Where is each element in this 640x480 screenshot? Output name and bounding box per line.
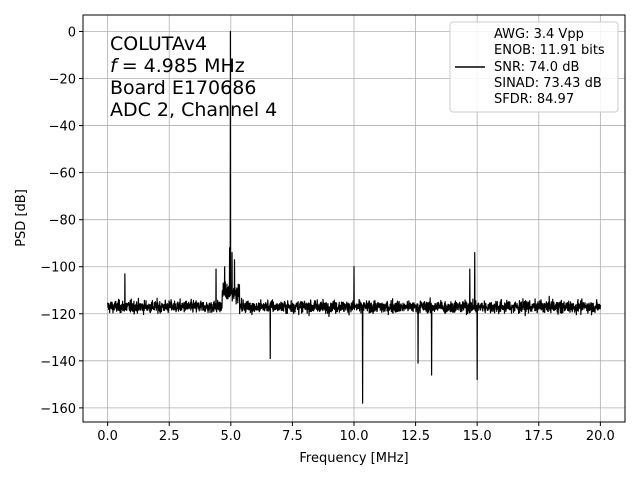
y-tick-label-7: −140 [40,355,76,370]
x-tick-label-8: 20.0 [586,429,615,444]
y-tick-label-3: −60 [49,167,76,182]
legend-sinad: SINAD: 73.43 dB [494,76,602,91]
x-tick-label-1: 2.5 [159,429,180,444]
y-tick-label-0: 0 [68,25,76,40]
legend-sfdr: SFDR: 84.97 [494,92,574,107]
x-tick-label-0: 0.0 [97,429,118,444]
x-tick-label-5: 12.5 [401,429,430,444]
psd-line [107,30,601,404]
legend: AWG: 3.4 Vpp ENOB: 11.91 bits SNR: 74.0 … [449,21,619,113]
y-axis-label: PSD [dB] [14,189,29,247]
x-tick-label-3: 7.5 [282,429,303,444]
annotation-frequency-symbol: f [110,55,120,77]
y-axis-ticks: 0 −20 −40 −60 −80 −100 −120 −140 −160 [40,25,83,417]
legend-snr: SNR: 74.0 dB [494,60,579,75]
y-tick-label-1: −20 [49,73,76,88]
annotation-block: COLUTAv4 f = 4.985 MHz Board E170686 ADC … [110,33,277,121]
annotation-frequency: f = 4.985 MHz [110,55,245,77]
grid [83,15,625,422]
annotation-board: Board E170686 [110,77,256,99]
x-tick-label-2: 5.0 [220,429,241,444]
x-tick-label-7: 17.5 [524,429,553,444]
y-tick-label-2: −40 [49,120,76,135]
x-axis-label: Frequency [MHz] [299,451,408,466]
legend-box [449,21,619,113]
psd-series [107,30,601,404]
y-tick-label-4: −80 [49,214,76,229]
y-tick-label-8: −160 [40,402,76,417]
legend-awg: AWG: 3.4 Vpp [494,27,584,42]
legend-enob: ENOB: 11.91 bits [494,43,605,58]
y-tick-label-5: −100 [40,261,76,276]
x-tick-label-4: 10.0 [340,429,369,444]
annotation-frequency-value: = 4.985 MHz [122,55,245,77]
annotation-adc-channel: ADC 2, Channel 4 [110,99,277,121]
y-tick-label-6: −120 [40,308,76,323]
annotation-chip: COLUTAv4 [110,33,207,55]
x-axis-ticks: 0.0 2.5 5.0 7.5 10.0 12.5 15.0 17.5 20.0 [97,422,615,444]
x-tick-label-6: 15.0 [463,429,492,444]
